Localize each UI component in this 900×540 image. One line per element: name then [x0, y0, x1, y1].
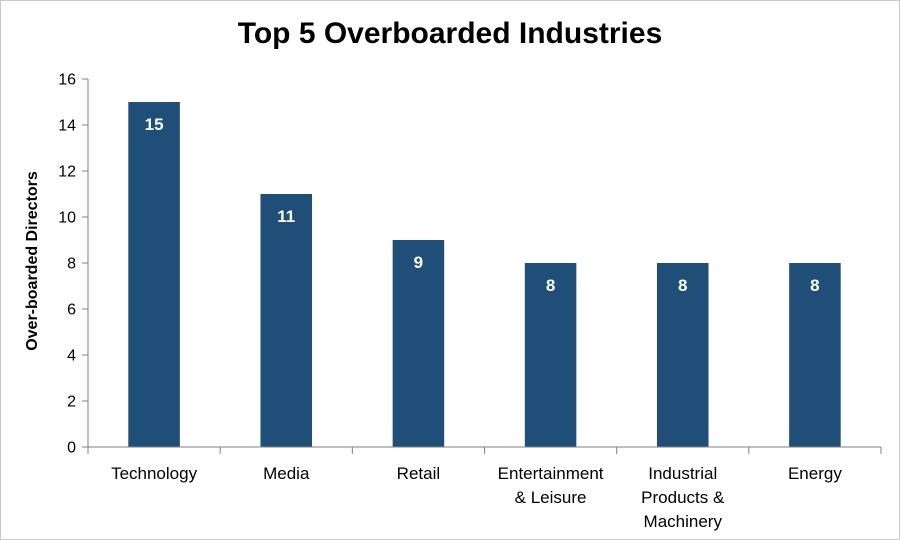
x-category-label: Media — [263, 464, 310, 483]
bar-data-label: 11 — [277, 207, 295, 226]
x-axis-category-labels: Technology Media Retail Entertainment & Leis… — [111, 464, 842, 531]
bar-data-label: 9 — [414, 253, 423, 272]
y-axis-label: Over-boarded Directors — [24, 171, 41, 351]
y-tick-label: 8 — [67, 256, 76, 273]
x-category-label: Energy — [788, 464, 842, 483]
bar-data-label: 8 — [546, 276, 555, 295]
bar — [789, 263, 841, 447]
y-tick-label: 4 — [67, 348, 76, 365]
bar-data-label: 8 — [810, 276, 819, 295]
x-category-label: & Leisure — [515, 488, 587, 507]
bar — [524, 263, 577, 447]
axes — [87, 79, 882, 454]
bar — [392, 240, 445, 447]
y-tick-label: 12 — [58, 164, 76, 181]
x-category-label: Products & — [641, 488, 725, 507]
bar — [128, 102, 180, 447]
bar-data-labels: 15 11 9 8 8 8 — [145, 115, 820, 295]
bar-data-label: 8 — [678, 276, 687, 295]
x-category-label: Technology — [111, 464, 198, 483]
bar-data-label: 15 — [145, 115, 164, 134]
y-tick-label: 2 — [67, 394, 76, 411]
x-category-label: Entertainment — [498, 464, 604, 483]
y-tick-label: 6 — [67, 302, 76, 319]
y-tick-label: 0 — [67, 440, 76, 457]
chart-title: Top 5 Overboarded Industries — [238, 17, 663, 50]
y-tick-label: 14 — [58, 118, 76, 135]
bars — [128, 102, 841, 447]
bar — [656, 263, 709, 447]
bar — [260, 194, 313, 447]
x-category-label: Machinery — [644, 512, 723, 531]
y-tick-label: 16 — [58, 72, 76, 89]
y-tick-label: 10 — [58, 210, 76, 227]
y-axis-ticks: 0 2 4 6 8 10 12 14 16 — [58, 72, 88, 457]
x-category-label: Industrial — [648, 464, 717, 483]
x-category-label: Retail — [397, 464, 440, 483]
